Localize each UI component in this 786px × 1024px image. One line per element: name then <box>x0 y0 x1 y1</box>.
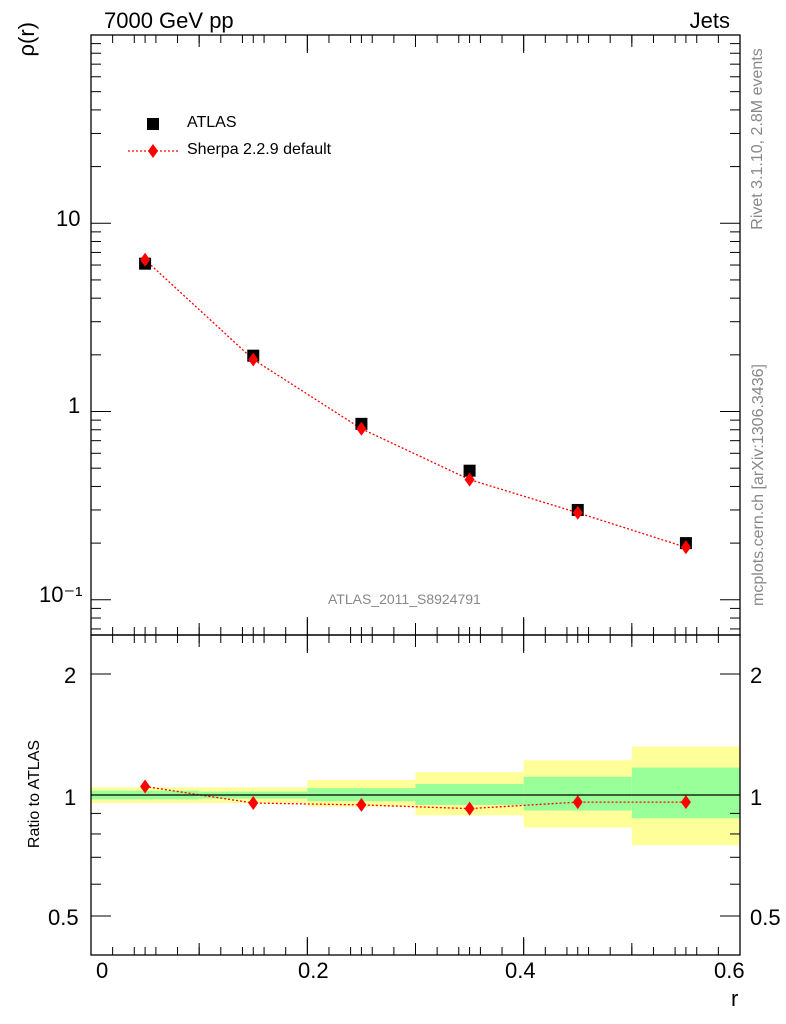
ratio-sherpa-line <box>144 785 686 810</box>
sherpa-point <box>356 421 367 436</box>
inner-band-bin <box>631 767 740 819</box>
sherpa-point <box>464 472 475 487</box>
ratio-ylabel: Ratio to ATLAS <box>26 739 43 849</box>
main-ytick-label-1: 1 <box>68 393 81 418</box>
analysis-watermark: ATLAS_2011_S8924791 <box>328 591 481 607</box>
xtick-label-0p4: 0.4 <box>505 958 536 983</box>
ratio-sherpa-point <box>248 796 259 811</box>
ratio-points <box>140 779 691 816</box>
main-ytick-label-10: 10 <box>56 206 81 231</box>
header-right-label: Jets <box>689 8 730 33</box>
ratio-ytick-right-label-1: 1 <box>750 785 763 810</box>
xtick-label-0: 0 <box>96 958 109 983</box>
legend-sherpa-marker <box>148 144 158 158</box>
main-lines <box>144 259 687 548</box>
ratio-ytick-label-0p5: 0.5 <box>48 905 79 930</box>
sherpa-line <box>144 259 687 548</box>
sherpa-point <box>248 352 259 367</box>
sherpa-point <box>680 540 691 555</box>
ratio-lines <box>144 785 686 810</box>
ratio-sherpa-point <box>572 795 583 810</box>
ratio-ytick-right-label-0p5: 0.5 <box>750 905 781 930</box>
atlas-data-point <box>463 464 476 477</box>
main-ytick-0p1-text: 10⁻¹ <box>39 582 83 607</box>
xtick-label-0p6: 0.6 <box>714 958 745 983</box>
legend-atlas-marker <box>147 118 159 130</box>
main-ytick-label-0p1: 10⁻¹ <box>39 582 82 608</box>
ratio-ytick-right-label-2: 2 <box>750 663 763 688</box>
ratio-ytick-label-1: 1 <box>64 785 77 810</box>
sherpa-point <box>140 252 151 267</box>
sherpa-point <box>572 505 583 520</box>
xtick-label-0p2: 0.2 <box>298 958 329 983</box>
axes <box>90 34 741 956</box>
mcplots-label: mcplots.cern.ch [arXiv:1306.3436] <box>750 364 767 606</box>
ratio-uncertainty-bands <box>91 746 740 846</box>
main-ylabel: ρ(r) <box>14 22 39 57</box>
ratio-ytick-label-2: 2 <box>64 663 77 688</box>
legend-markers <box>128 118 178 158</box>
legend-label-sherpa: Sherpa 2.2.9 default <box>187 141 332 158</box>
rivet-label: Rivet 3.1.10, 2.8M events <box>749 48 766 230</box>
header-left-label: 7000 GeV pp <box>104 8 234 33</box>
ratio-sherpa-point <box>140 779 151 794</box>
ratio-sherpa-point <box>680 795 691 810</box>
x-axis-label: r <box>731 986 739 1011</box>
ratio-sherpa-point <box>464 801 475 816</box>
main-points <box>139 252 692 555</box>
ratio-sherpa-point <box>356 797 367 812</box>
legend-label-atlas: ATLAS <box>187 114 237 131</box>
